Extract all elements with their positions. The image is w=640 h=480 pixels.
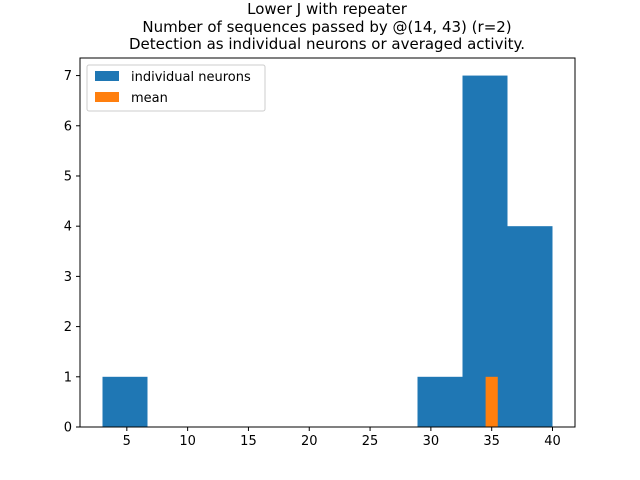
- x-tick-label: 40: [544, 434, 561, 449]
- title-line-1: Lower J with repeater: [247, 0, 408, 18]
- x-tick-label: 35: [483, 434, 500, 449]
- y-tick-label: 7: [64, 69, 72, 84]
- x-tick-label: 30: [423, 434, 440, 449]
- x-tick-label: 10: [179, 434, 196, 449]
- bar-individual-neurons-7: [417, 376, 463, 427]
- y-tick-label: 2: [64, 320, 72, 335]
- legend-label-mean: mean: [131, 91, 168, 106]
- x-tick-label: 5: [123, 434, 131, 449]
- x-tick-label: 25: [362, 434, 379, 449]
- legend-swatch-mean: [95, 92, 119, 102]
- chart-title: Lower J with repeater Number of sequence…: [129, 0, 525, 53]
- x-tick-label: 15: [240, 434, 257, 449]
- bar-individual-neurons-8: [462, 75, 508, 428]
- y-tick-label: 3: [64, 270, 72, 285]
- y-tick-label: 5: [64, 169, 72, 184]
- legend-swatch-individual-neurons: [95, 71, 119, 81]
- legend: individual neurons mean: [86, 64, 266, 112]
- y-axis: 0 1 2 3 4 5 6 7: [64, 69, 80, 436]
- plot-frame: [79, 57, 576, 428]
- legend-box: [86, 64, 266, 112]
- y-tick-label: 6: [64, 119, 72, 134]
- legend-label-individual-neurons: individual neurons: [131, 70, 251, 85]
- y-tick-label: 0: [64, 421, 72, 436]
- title-line-3: Detection as individual neurons or avera…: [129, 35, 525, 53]
- bar-mean-0: [485, 376, 498, 427]
- y-tick-label: 4: [64, 220, 72, 235]
- y-tick-label: 1: [64, 370, 72, 385]
- title-line-2: Number of sequences passed by @(14, 43) …: [142, 18, 511, 36]
- bar-individual-neurons-9: [507, 226, 553, 427]
- bar-individual-neurons-0: [102, 376, 148, 427]
- x-axis: 5 10 15 20 25 30 35 40: [123, 427, 561, 449]
- x-tick-label: 20: [301, 434, 318, 449]
- bars-layer: [102, 75, 553, 428]
